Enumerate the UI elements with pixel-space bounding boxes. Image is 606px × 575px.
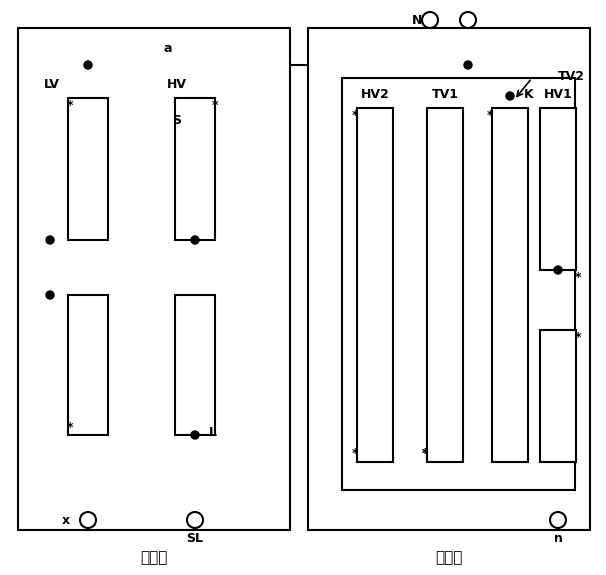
Bar xyxy=(175,98,215,240)
Text: HV: HV xyxy=(167,78,187,90)
Text: L: L xyxy=(209,426,217,439)
Text: TV2: TV2 xyxy=(558,70,585,82)
Text: 串联变: 串联变 xyxy=(141,550,168,565)
Bar xyxy=(342,78,575,490)
Text: n: n xyxy=(553,531,562,545)
Text: *: * xyxy=(487,109,493,122)
Circle shape xyxy=(46,236,54,244)
Text: N: N xyxy=(411,13,422,26)
Text: SL: SL xyxy=(187,531,204,545)
Bar xyxy=(68,295,108,435)
Text: a: a xyxy=(164,42,172,55)
Bar xyxy=(357,108,393,462)
Text: *: * xyxy=(67,99,73,113)
Text: K: K xyxy=(524,87,534,101)
Text: *: * xyxy=(211,99,218,113)
Circle shape xyxy=(191,431,199,439)
Bar xyxy=(427,108,463,462)
Bar xyxy=(18,28,290,530)
Text: S: S xyxy=(172,113,181,126)
Bar xyxy=(308,28,590,530)
Bar xyxy=(540,108,576,270)
Bar xyxy=(492,108,528,462)
Circle shape xyxy=(46,291,54,299)
Text: TV1: TV1 xyxy=(431,87,459,101)
Text: *: * xyxy=(67,420,73,434)
Circle shape xyxy=(84,61,92,69)
Bar xyxy=(540,330,576,462)
Bar xyxy=(68,98,108,240)
Text: *: * xyxy=(422,447,428,461)
Text: HV2: HV2 xyxy=(361,87,390,101)
Text: *: * xyxy=(574,271,581,285)
Text: 励磁变: 励磁变 xyxy=(435,550,463,565)
Text: *: * xyxy=(422,447,428,461)
Text: HV1: HV1 xyxy=(544,87,573,101)
Text: *: * xyxy=(574,332,581,344)
Circle shape xyxy=(554,266,562,274)
Text: *: * xyxy=(351,109,358,122)
Circle shape xyxy=(464,61,472,69)
Bar xyxy=(175,295,215,435)
Text: x: x xyxy=(62,513,70,527)
Text: *: * xyxy=(351,447,358,461)
Circle shape xyxy=(506,92,514,100)
Text: LV: LV xyxy=(44,78,60,90)
Circle shape xyxy=(191,236,199,244)
